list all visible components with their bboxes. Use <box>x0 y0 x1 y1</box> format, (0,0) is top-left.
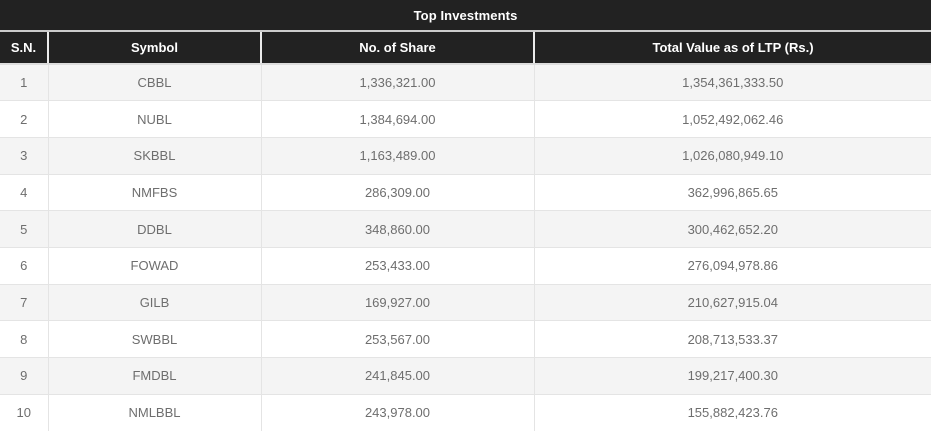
cell-shares: 286,309.00 <box>260 174 534 212</box>
table-row: 2 NUBL 1,384,694.00 1,052,492,062.46 <box>0 100 931 138</box>
table-row: 6 FOWAD 253,433.00 276,094,978.86 <box>0 247 931 285</box>
cell-symbol: DDBL <box>47 210 261 248</box>
table-title-row: Top Investments <box>0 0 931 32</box>
table-row: 5 DDBL 348,860.00 300,462,652.20 <box>0 210 931 248</box>
column-header-symbol: Symbol <box>47 31 261 65</box>
cell-symbol: FOWAD <box>47 247 261 285</box>
cell-symbol: GILB <box>47 284 261 322</box>
cell-shares: 243,978.00 <box>260 394 534 431</box>
cell-sn: 8 <box>0 320 48 358</box>
cell-shares: 348,860.00 <box>260 210 534 248</box>
cell-shares: 253,567.00 <box>260 320 534 358</box>
table-title: Top Investments <box>0 0 931 32</box>
cell-total-value: 199,217,400.30 <box>533 357 931 395</box>
cell-total-value: 1,052,492,062.46 <box>533 100 931 138</box>
column-header-shares: No. of Share <box>260 31 534 65</box>
cell-symbol: SKBBL <box>47 137 261 175</box>
cell-symbol: NUBL <box>47 100 261 138</box>
table-row: 3 SKBBL 1,163,489.00 1,026,080,949.10 <box>0 137 931 175</box>
cell-total-value: 208,713,533.37 <box>533 320 931 358</box>
table-row: 7 GILB 169,927.00 210,627,915.04 <box>0 284 931 322</box>
cell-sn: 6 <box>0 247 48 285</box>
cell-total-value: 155,882,423.76 <box>533 394 931 431</box>
cell-symbol: SWBBL <box>47 320 261 358</box>
cell-shares: 241,845.00 <box>260 357 534 395</box>
cell-total-value: 210,627,915.04 <box>533 284 931 322</box>
column-header-sn: S.N. <box>0 31 48 65</box>
cell-symbol: NMLBBL <box>47 394 261 431</box>
cell-sn: 5 <box>0 210 48 248</box>
cell-total-value: 300,462,652.20 <box>533 210 931 248</box>
table-body: 1 CBBL 1,336,321.00 1,354,361,333.50 2 N… <box>0 64 931 431</box>
table-row: 4 NMFBS 286,309.00 362,996,865.65 <box>0 174 931 212</box>
table-row: 9 FMDBL 241,845.00 199,217,400.30 <box>0 357 931 395</box>
table-row: 10 NMLBBL 243,978.00 155,882,423.76 <box>0 394 931 431</box>
cell-sn: 2 <box>0 100 48 138</box>
cell-sn: 4 <box>0 174 48 212</box>
column-header-total-value: Total Value as of LTP (Rs.) <box>532 31 931 65</box>
table-head: Top Investments S.N. Symbol No. of Share… <box>0 0 931 65</box>
cell-shares: 1,163,489.00 <box>260 137 534 175</box>
cell-sn: 7 <box>0 284 48 322</box>
cell-total-value: 362,996,865.65 <box>533 174 931 212</box>
cell-sn: 1 <box>0 64 48 102</box>
cell-shares: 169,927.00 <box>260 284 534 322</box>
cell-symbol: FMDBL <box>47 357 261 395</box>
cell-shares: 1,336,321.00 <box>260 64 534 102</box>
cell-sn: 9 <box>0 357 48 395</box>
cell-total-value: 276,094,978.86 <box>533 247 931 285</box>
cell-shares: 253,433.00 <box>260 247 534 285</box>
cell-sn: 3 <box>0 137 48 175</box>
cell-symbol: NMFBS <box>47 174 261 212</box>
cell-total-value: 1,026,080,949.10 <box>533 137 931 175</box>
cell-symbol: CBBL <box>47 64 261 102</box>
cell-sn: 10 <box>0 394 48 431</box>
cell-total-value: 1,354,361,333.50 <box>533 64 931 102</box>
cell-shares: 1,384,694.00 <box>260 100 534 138</box>
column-header-row: S.N. Symbol No. of Share Total Value as … <box>0 31 931 65</box>
table-row: 8 SWBBL 253,567.00 208,713,533.37 <box>0 320 931 358</box>
table-row: 1 CBBL 1,336,321.00 1,354,361,333.50 <box>0 64 931 102</box>
